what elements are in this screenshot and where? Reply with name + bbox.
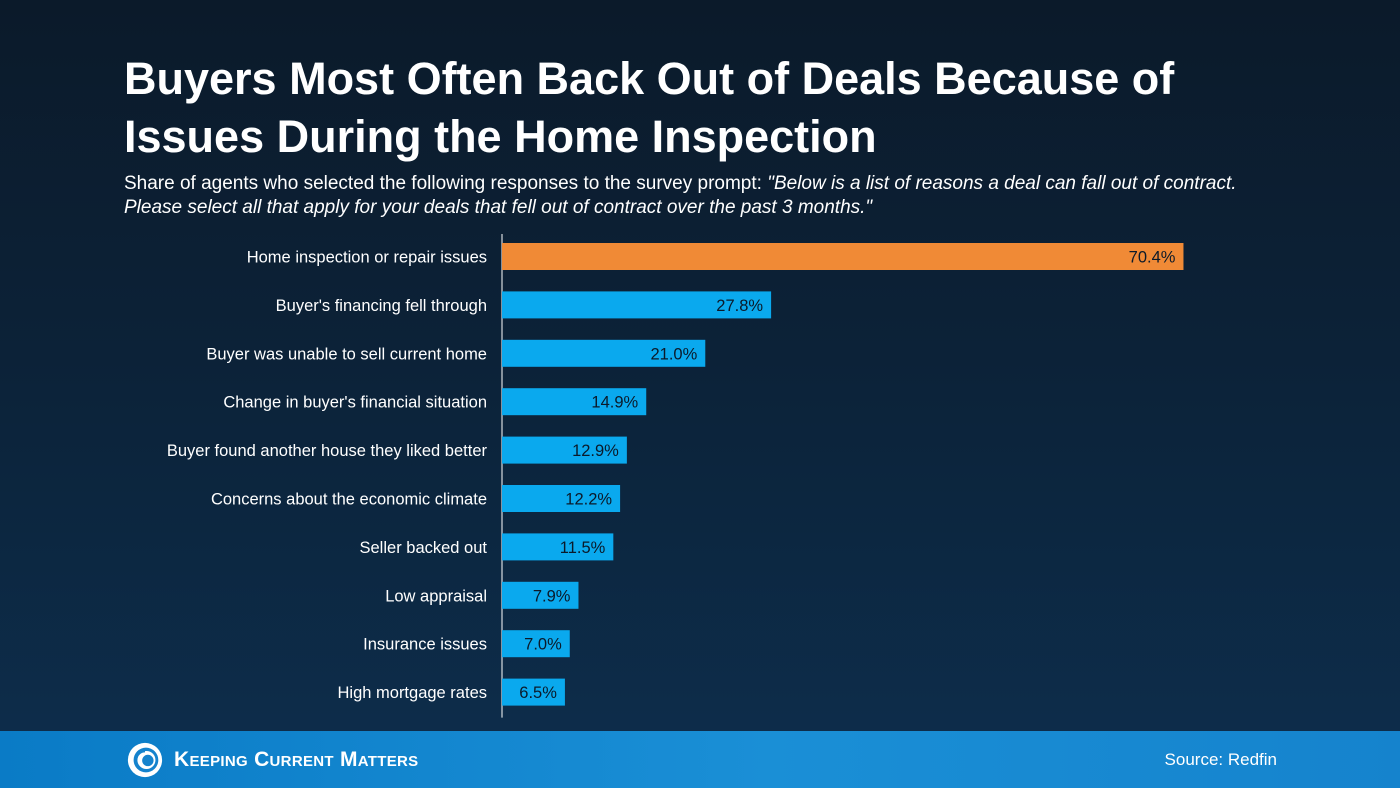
category-label-4: Buyer found another house they liked bet… xyxy=(167,442,488,460)
value-label-4: 12.9% xyxy=(572,442,619,460)
value-label-0: 70.4% xyxy=(1129,249,1176,267)
bar-3 xyxy=(502,388,647,416)
subtitle-lead: Share of agents who selected the followi… xyxy=(124,173,768,194)
bar-0 xyxy=(502,243,1184,270)
category-label-9: High mortgage rates xyxy=(338,684,488,702)
brand-name: Keeping Current Matters xyxy=(174,748,419,771)
value-label-7: 7.9% xyxy=(533,587,571,605)
chart-subtitle: Share of agents who selected the followi… xyxy=(124,172,1284,220)
bar-5 xyxy=(502,485,621,512)
bar-7 xyxy=(502,581,579,609)
category-label-7: Low appraisal xyxy=(385,587,487,605)
chart-title: Buyers Most Often Back Out of Deals Beca… xyxy=(124,53,1175,162)
bar-6 xyxy=(502,533,614,561)
bar-2 xyxy=(502,339,706,367)
bar-4 xyxy=(502,436,627,464)
category-label-8: Insurance issues xyxy=(363,636,487,654)
bar-1 xyxy=(502,291,772,319)
category-label-2: Buyer was unable to sell current home xyxy=(206,345,487,363)
value-label-1: 27.8% xyxy=(716,297,763,315)
category-label-6: Seller backed out xyxy=(360,539,488,557)
category-label-5: Concerns about the economic climate xyxy=(211,491,487,509)
category-label-3: Change in buyer's financial situation xyxy=(223,394,487,412)
kcm-swirl-logo-icon xyxy=(127,742,163,778)
bar-chart: Home inspection or repair issues 70.4% Buy… xyxy=(167,234,1184,718)
value-label-8: 7.0% xyxy=(524,636,562,654)
source-credit: Source: Redfin xyxy=(1164,750,1277,769)
bar-8 xyxy=(502,630,570,658)
value-label-3: 14.9% xyxy=(591,394,638,412)
bar-9 xyxy=(502,678,565,706)
value-label-6: 11.5% xyxy=(560,539,606,557)
value-label-9: 6.5% xyxy=(519,684,557,702)
subtitle-quote: "Below is a list of reasons a deal can f… xyxy=(124,173,1237,218)
category-label-1: Buyer's financing fell through xyxy=(276,297,487,315)
footer-bar: Keeping Current Matters Source: Redfin xyxy=(0,731,1400,788)
value-label-5: 12.2% xyxy=(565,491,612,509)
category-label-0: Home inspection or repair issues xyxy=(247,249,487,267)
value-label-2: 21.0% xyxy=(650,345,697,363)
